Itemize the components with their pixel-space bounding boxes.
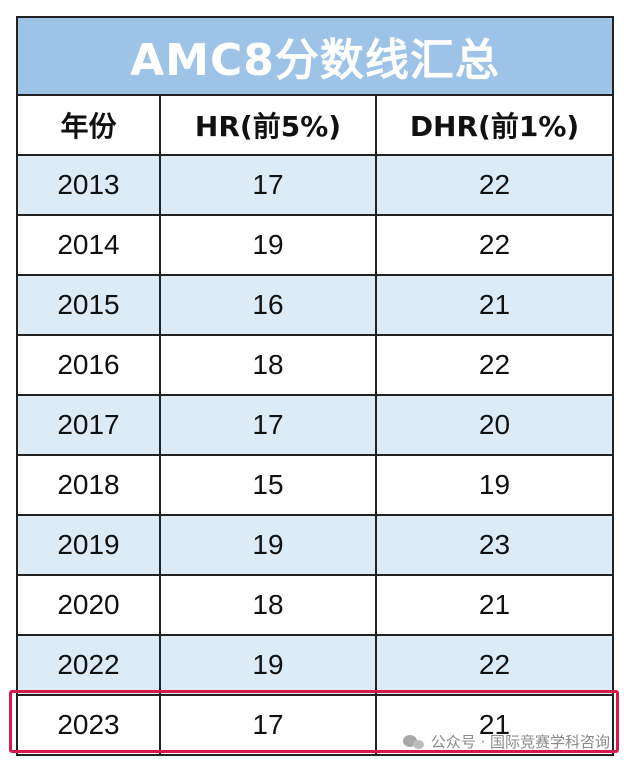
table-title-row: AMC8分数线汇总: [18, 18, 612, 96]
cell-year: 2022: [18, 636, 161, 694]
table-row: 2015 16 21: [18, 276, 612, 336]
cell-hr: 19: [161, 636, 377, 694]
table-row: 2023 17 21: [18, 696, 612, 754]
cell-year: 2023: [18, 696, 161, 754]
cell-year: 2013: [18, 156, 161, 214]
cell-dhr: 20: [478, 409, 511, 440]
cell-dhr: 23: [478, 529, 511, 560]
table-row: 2013 17 22: [18, 156, 612, 216]
cell-dhr: 22: [478, 229, 511, 260]
cell-dhr: 21: [478, 589, 511, 620]
cell-hr: 18: [161, 336, 377, 394]
table-row: 2018 15 19: [18, 456, 612, 516]
table-header-row: 年份 HR(前5%) DHR(前1%): [18, 96, 612, 156]
cell-hr: 17: [161, 156, 377, 214]
cell-year: 2014: [18, 216, 161, 274]
cell-year: 2018: [18, 456, 161, 514]
table-row: 2014 19 22: [18, 216, 612, 276]
watermark-text: 公众号 · 国际竞赛学科咨询: [430, 733, 610, 751]
cell-year: 2015: [18, 276, 161, 334]
cell-hr: 17: [161, 696, 377, 754]
header-hr: HR(前5%): [161, 96, 377, 154]
cell-dhr: 21: [478, 289, 511, 320]
cell-year: 2017: [18, 396, 161, 454]
header-dhr: DHR(前1%): [409, 110, 580, 143]
table-row: 2017 17 20: [18, 396, 612, 456]
cell-hr: 19: [161, 216, 377, 274]
cell-hr: 17: [161, 396, 377, 454]
cell-dhr: 21: [478, 709, 511, 740]
cell-hr: 19: [161, 516, 377, 574]
cell-dhr: 22: [478, 349, 511, 380]
table-row: 2022 19 22: [18, 636, 612, 696]
watermark: 公众号 · 国际竞赛学科咨询: [402, 731, 610, 752]
cell-hr: 16: [161, 276, 377, 334]
cell-dhr: 22: [478, 649, 511, 680]
cell-year: 2019: [18, 516, 161, 574]
cell-year: 2016: [18, 336, 161, 394]
cell-hr: 18: [161, 576, 377, 634]
header-year: 年份: [18, 96, 161, 154]
table-title: AMC8分数线汇总: [130, 35, 500, 86]
cell-dhr: 19: [478, 469, 511, 500]
table-row: 2020 18 21: [18, 576, 612, 636]
cell-dhr: 22: [478, 169, 511, 200]
cell-hr: 15: [161, 456, 377, 514]
score-table: AMC8分数线汇总 年份 HR(前5%) DHR(前1%) 2013 17 22…: [16, 16, 614, 756]
wechat-icon: [402, 734, 425, 750]
table-row: 2016 18 22: [18, 336, 612, 396]
table-row: 2019 19 23: [18, 516, 612, 576]
cell-year: 2020: [18, 576, 161, 634]
